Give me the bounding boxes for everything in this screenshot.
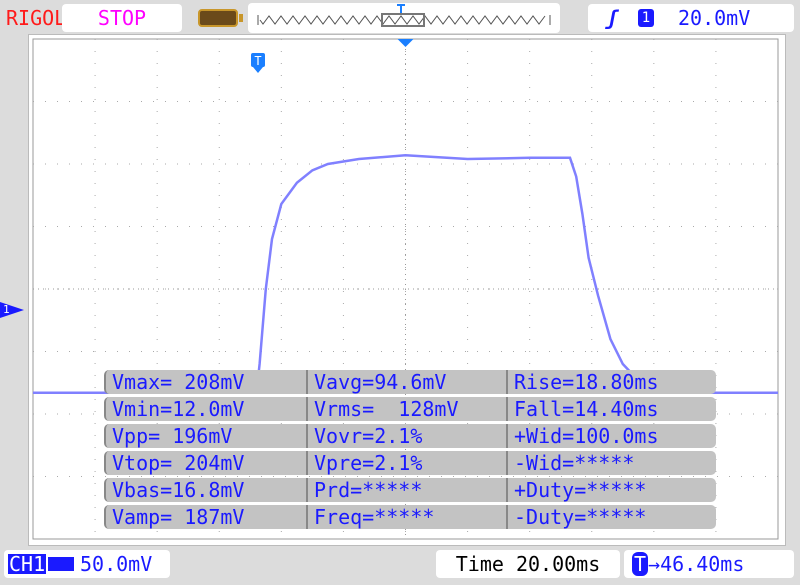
measurement-row: Vpp= 196mV Vovr=2.1% +Wid=100.0ms bbox=[104, 424, 716, 448]
volts-per-div: 50.0mV bbox=[80, 552, 153, 576]
measurement-row: Vmin=12.0mV Vrms= 128mV Fall=14.40ms bbox=[104, 397, 716, 421]
measurement-value: -Wid=***** bbox=[506, 451, 716, 475]
measurement-value: Vpre=2.1% bbox=[306, 451, 506, 475]
measurement-value: Vrms= 128mV bbox=[306, 397, 506, 421]
measurement-value: Prd=***** bbox=[306, 478, 506, 502]
channel-1-marker-label: 1 bbox=[3, 303, 10, 316]
trigger-level-marker-arrow bbox=[253, 67, 263, 73]
channel-1-trace bbox=[33, 154, 778, 395]
trigger-offset-value: 46.40ms bbox=[660, 552, 745, 576]
measurement-row: Vamp= 187mV Freq=***** -Duty=***** bbox=[104, 505, 716, 529]
trigger-level-marker bbox=[251, 53, 265, 67]
brand-logo: RIGOL bbox=[6, 6, 67, 30]
trigger-level-marker-label: T bbox=[254, 54, 261, 68]
measurement-row: Vtop= 204mV Vpre=2.1% -Wid=***** bbox=[104, 451, 716, 475]
rising-edge-icon: ʃ bbox=[606, 6, 619, 30]
trigger-settings[interactable]: ʃ 1 20.0mV bbox=[588, 4, 794, 32]
trigger-offset-icon: T bbox=[632, 552, 649, 576]
measurement-value: Vavg=94.6mV bbox=[306, 370, 506, 394]
measurement-value: -Duty=***** bbox=[506, 505, 716, 529]
measurement-row: Vbas=16.8mV Prd=***** +Duty=***** bbox=[104, 478, 716, 502]
channel-1-marker[interactable] bbox=[0, 302, 24, 318]
trigger-channel-badge: 1 bbox=[638, 9, 654, 27]
measurement-value: Fall=14.40ms bbox=[506, 397, 716, 421]
waveform-plot: T bbox=[32, 38, 779, 540]
measurement-value: Vmin=12.0mV bbox=[112, 397, 245, 421]
trigger-position-marker bbox=[397, 39, 414, 47]
run-state[interactable]: STOP bbox=[62, 4, 182, 32]
measurement-value: Rise=18.80ms bbox=[506, 370, 716, 394]
dc-coupling-icon bbox=[48, 557, 74, 571]
measurement-value: Vamp= 187mV bbox=[112, 505, 245, 529]
trigger-level: 20.0mV bbox=[678, 6, 751, 30]
channel-1-scale[interactable]: CH1 50.0mV bbox=[4, 550, 170, 578]
trigger-position-icon bbox=[397, 4, 405, 13]
timeline-waveform-icon bbox=[257, 4, 551, 27]
battery-icon bbox=[198, 9, 243, 27]
measurement-row: Vmax= 208mV Vavg=94.6mV Rise=18.80ms bbox=[104, 370, 716, 394]
trigger-offset[interactable]: T →46.40ms bbox=[624, 550, 794, 578]
memory-timeline bbox=[248, 3, 560, 33]
measurement-value: Vpp= 196mV bbox=[112, 424, 233, 448]
channel-label: CH1 bbox=[8, 552, 47, 576]
measurement-value: +Duty=***** bbox=[506, 478, 716, 502]
measurement-value: Freq=***** bbox=[306, 505, 506, 529]
measurement-value: +Wid=100.0ms bbox=[506, 424, 716, 448]
measurement-value: Vbas=16.8mV bbox=[112, 478, 245, 502]
measurement-value: Vmax= 208mV bbox=[112, 370, 245, 394]
measurement-value: Vtop= 204mV bbox=[112, 451, 245, 475]
measurement-value: Vovr=2.1% bbox=[306, 424, 506, 448]
measurement-table: Vmax= 208mV Vavg=94.6mV Rise=18.80ms Vmin=1… bbox=[104, 370, 716, 532]
arrow-icon: → bbox=[648, 552, 661, 576]
timebase[interactable]: Time 20.00ms bbox=[436, 550, 620, 578]
